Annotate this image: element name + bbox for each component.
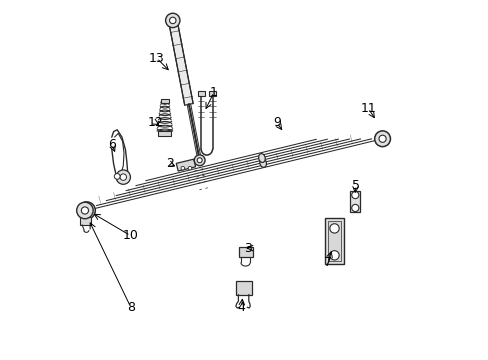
Ellipse shape (259, 158, 266, 167)
Circle shape (78, 202, 95, 219)
Bar (349, 191, 360, 212)
Circle shape (77, 202, 93, 219)
Circle shape (116, 170, 130, 184)
Text: 7: 7 (324, 256, 331, 269)
Circle shape (194, 155, 204, 166)
Circle shape (120, 174, 126, 180)
Bar (208, 91, 216, 96)
Circle shape (188, 166, 191, 170)
Circle shape (374, 131, 389, 147)
Text: 13: 13 (148, 51, 164, 64)
Circle shape (379, 135, 385, 142)
Circle shape (81, 207, 88, 214)
Bar (235, 281, 251, 295)
Bar (327, 221, 340, 261)
Text: 2: 2 (165, 157, 174, 170)
Bar (239, 247, 252, 257)
Polygon shape (168, 19, 193, 105)
Text: 3: 3 (244, 242, 251, 255)
Text: 12: 12 (147, 116, 163, 129)
Text: 8: 8 (126, 301, 135, 314)
Bar (158, 131, 171, 136)
Text: 9: 9 (272, 116, 280, 129)
Bar (325, 218, 343, 264)
Circle shape (329, 224, 339, 233)
Circle shape (197, 158, 202, 163)
Circle shape (114, 174, 120, 179)
Bar (80, 217, 91, 225)
Circle shape (165, 13, 180, 28)
Circle shape (329, 251, 339, 260)
Text: 10: 10 (122, 229, 138, 242)
Circle shape (181, 166, 184, 170)
Text: 5: 5 (351, 179, 359, 192)
Bar (176, 159, 195, 171)
Text: 1: 1 (210, 86, 218, 99)
Circle shape (351, 204, 358, 212)
Circle shape (378, 135, 386, 142)
Circle shape (375, 132, 389, 146)
Bar (197, 91, 204, 96)
Text: 4: 4 (237, 301, 245, 314)
Text: 6: 6 (108, 138, 116, 150)
Circle shape (82, 207, 90, 215)
Ellipse shape (258, 154, 264, 162)
Circle shape (169, 17, 176, 24)
Circle shape (351, 192, 358, 199)
Bar (160, 99, 169, 103)
Text: 11: 11 (360, 102, 375, 115)
